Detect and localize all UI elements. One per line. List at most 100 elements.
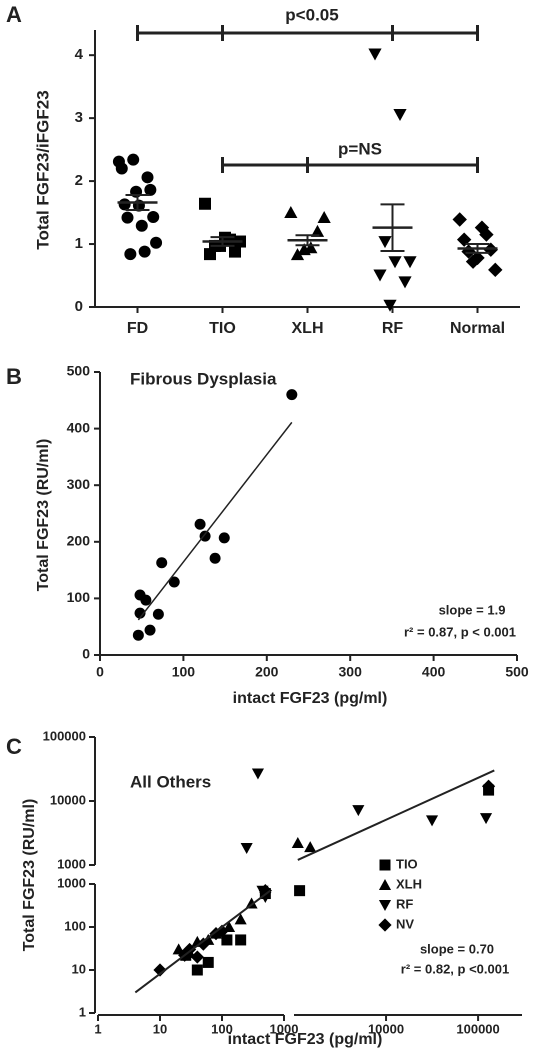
y-tick-label: 500 [67,363,91,379]
point [488,262,503,278]
annotation: r² = 0.87, p < 0.001 [404,624,516,639]
legend-marker [378,878,392,890]
annotation: r² = 0.82, p <0.001 [401,961,509,976]
x-tick-label: 300 [339,664,363,680]
point [235,934,247,946]
point [465,254,481,269]
y-tick-label: 10000 [50,792,86,807]
y-tick-label: 400 [67,419,91,435]
point [229,245,241,258]
x-tick-label: 200 [255,664,279,680]
x-tick-label: 100 [172,664,196,680]
point [378,236,392,249]
point [194,518,206,530]
y-tick-label: 100 [64,918,86,933]
y-tick-label: 300 [67,476,91,492]
point [115,162,128,175]
annotation: p<0.05 [285,5,338,24]
legend-label: TIO [396,856,418,871]
annotation: p=NS [338,139,382,158]
panel-label: A [6,2,22,27]
x-axis-label: intact FGF23 (pg/ml) [233,690,388,707]
x-tick-label: 10000 [368,1021,404,1036]
legend-marker [378,918,392,932]
y-tick-label: 200 [67,533,91,549]
point [152,608,164,620]
point [290,248,305,261]
point [141,171,154,184]
legend-label: NV [396,916,414,931]
point [199,530,211,542]
point [291,837,304,849]
x-tick-label: RF [382,320,404,337]
y-tick-label: 1 [79,1004,86,1019]
point [258,884,272,898]
point [304,841,317,853]
point [352,805,365,817]
point [297,243,311,256]
y-axis-label: Total FGF23/iFGF23 [33,90,52,249]
point [138,245,151,258]
significance-bracket [136,25,479,41]
point [284,205,298,218]
y-tick-label: 100000 [43,728,86,743]
point [118,198,131,211]
point [393,108,407,121]
chart-title: All Others [130,772,211,791]
y-tick-label: 1 [75,235,83,252]
point [388,256,402,269]
x-tick-label: 0 [96,664,104,680]
point [130,185,143,198]
point [403,256,417,269]
sem-bar [295,234,320,247]
fit-line [137,421,293,621]
point [479,227,494,242]
point [286,389,298,401]
point [144,183,157,196]
point [168,576,180,588]
significance-bracket [221,157,479,173]
chart-title: Fibrous Dysplasia [130,369,277,388]
legend-label: XLH [396,876,422,891]
point [127,153,140,166]
legend-marker [379,859,391,871]
point [470,250,485,266]
legend-label: RF [396,896,413,911]
point [209,552,221,564]
point [121,211,134,224]
annotation: slope = 1.9 [439,602,506,617]
point [221,934,233,946]
point [317,211,331,224]
y-tick-label: 10 [72,961,86,976]
point [398,276,412,289]
sem-bar [210,236,235,247]
point [150,236,163,249]
x-tick-label: FD [127,320,148,337]
point [373,269,387,282]
panel-label: B [6,364,22,389]
y-tick-label: 4 [75,46,84,63]
point [124,248,137,261]
point [135,219,148,232]
y-tick-label: 2 [75,172,83,189]
y-axis-label: Total FGF23 (RU/ml) [35,439,52,592]
point [202,956,214,968]
point [259,891,272,903]
panel-label: C [6,734,22,759]
point [196,937,210,951]
point [240,842,253,854]
point [153,963,167,977]
x-tick-label: 400 [422,664,446,680]
point [368,48,382,61]
sem-bar [465,243,490,254]
point [199,197,211,210]
point [156,557,168,569]
point [215,924,229,938]
y-tick-label: 0 [82,646,90,662]
x-tick-label: 100 [211,1021,233,1036]
point [310,224,325,237]
y-tick-label: 1000 [57,875,86,890]
y-tick-label: 3 [75,109,83,126]
fit-line [134,769,495,994]
